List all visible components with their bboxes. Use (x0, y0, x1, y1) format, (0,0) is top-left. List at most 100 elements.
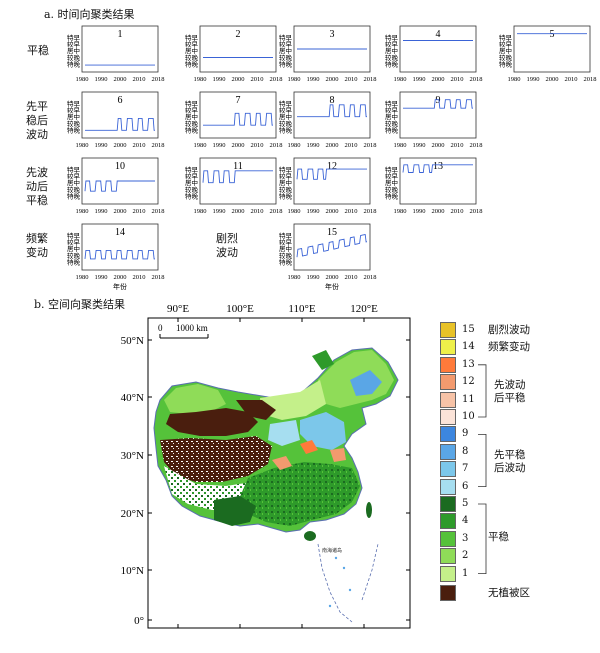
mini-y-label: 较早 (279, 40, 293, 49)
mini-y-label: 较晚 (499, 53, 513, 62)
group-label-fluctuate-then-stable: 先波动后平稳 (26, 166, 48, 207)
mini-y-label: 居中 (385, 46, 398, 55)
legend-swatch-15 (440, 322, 456, 338)
legend-class-8: 8 (462, 445, 469, 457)
mini-series-line-10 (84, 180, 155, 192)
legend-class-9: 9 (462, 428, 469, 440)
mini-y-label: 特晚 (499, 59, 513, 68)
legend-group-drastic: 剧烈波动 (488, 324, 530, 336)
region-taiwan (366, 502, 372, 518)
longitude-ticks: 90°E 100°E 110°E 120°E (167, 303, 378, 628)
legend-swatch-12 (440, 374, 456, 391)
mini-x-tick: 2000 (232, 142, 245, 149)
mini-x-tick: 2010 (451, 76, 464, 83)
mini-chart-id: 9 (436, 95, 441, 106)
mini-chart-id: 13 (433, 161, 443, 172)
mini-x-tick: 1980 (288, 274, 301, 281)
mini-x-tick: 1990 (307, 76, 320, 83)
mini-y-label: 较晚 (185, 119, 199, 128)
legend-swatch-4 (440, 513, 456, 530)
legend-swatch-7 (440, 461, 456, 478)
latitude-tick-label: 30°N (121, 450, 144, 462)
mini-x-tick: 2010 (451, 208, 464, 215)
mini-series-line-7 (203, 112, 273, 126)
group-label-drastic: 剧烈波动 (216, 232, 238, 259)
mini-x-tick: 1990 (413, 76, 426, 83)
mini-chart-id: 2 (236, 29, 241, 40)
mini-y-label: 特晚 (385, 59, 399, 68)
mini-y-label: 较晚 (279, 119, 293, 128)
mini-x-tick: 2018 (584, 76, 597, 83)
mini-y-label: 特早 (185, 33, 199, 42)
mini-y-label: 较晚 (67, 251, 81, 260)
mini-x-tick: 2000 (432, 208, 445, 215)
mini-x-tick: 2000 (326, 208, 339, 215)
latitude-tick-label: 0° (134, 615, 144, 627)
mini-y-label: 较晚 (279, 185, 293, 194)
region-northeast-blue (350, 370, 382, 396)
mini-y-label: 特晚 (385, 191, 399, 200)
legend-bracket (478, 503, 487, 574)
mini-x-tick: 1990 (307, 142, 320, 149)
mini-y-label: 特晚 (185, 59, 199, 68)
inset-label-south-sea: 南海诸岛 (322, 547, 342, 554)
region-south-china (236, 462, 360, 526)
mini-chart-15: 特早 较早 居中 较晚 特晚 1980 1990 2000 2010 2018 15 年份 (268, 220, 377, 296)
mini-x-tick: 1990 (413, 208, 426, 215)
mini-y-label: 特早 (279, 231, 293, 240)
south-sea-boundary (317, 543, 379, 623)
mini-x-tick: 2000 (326, 274, 339, 281)
mini-chart-id: 7 (236, 95, 241, 106)
legend-group-fluct_stable: 先波动后平稳 (494, 379, 526, 405)
legend-class-3: 3 (462, 532, 469, 544)
mini-x-tick: 2018 (364, 76, 377, 83)
mini-y-label: 特晚 (279, 191, 293, 200)
mini-x-tick: 1990 (95, 208, 108, 215)
mini-series-line-11 (202, 170, 273, 184)
region-loess (268, 420, 300, 446)
mini-y-label: 较晚 (385, 185, 399, 194)
mini-y-label: 特晚 (279, 125, 293, 134)
mini-x-tick: 2000 (114, 208, 127, 215)
mini-x-tick: 1990 (307, 274, 320, 281)
mini-y-label: 居中 (185, 46, 198, 55)
mini-chart-id: 12 (327, 161, 337, 172)
mini-y-label: 居中 (185, 112, 198, 121)
mini-x-axis-label: 年份 (325, 282, 339, 291)
mini-y-label: 居中 (499, 46, 512, 55)
mini-chart-frame (399, 157, 477, 205)
mini-chart-8: 特早 较早 居中 较晚 特晚 1980 1990 2000 2010 2018 8 (268, 88, 377, 164)
mini-x-tick: 2000 (232, 76, 245, 83)
mini-chart-id: 4 (436, 29, 441, 40)
legend-class-6: 6 (462, 480, 469, 492)
legend-swatch-nonveg (440, 585, 456, 601)
latitude-tick-label: 20°N (121, 508, 144, 520)
mini-y-label: 居中 (279, 112, 292, 121)
mini-x-tick: 1980 (76, 76, 89, 83)
mini-x-tick: 2010 (133, 142, 146, 149)
mini-chart-id: 15 (327, 227, 337, 238)
mini-y-label: 特早 (279, 33, 293, 42)
legend-swatch-6 (440, 478, 456, 495)
mini-x-tick: 1980 (394, 208, 407, 215)
mini-x-tick: 1990 (527, 76, 540, 83)
mini-x-tick: 2010 (133, 76, 146, 83)
mini-chart-id: 11 (233, 161, 243, 172)
mini-x-tick: 1980 (288, 76, 301, 83)
mini-x-tick: 2010 (345, 142, 358, 149)
mini-x-tick: 1980 (288, 208, 301, 215)
legend-class-2: 2 (462, 550, 469, 562)
region-no-vegetation-tarim (166, 408, 258, 436)
mini-x-tick: 2018 (364, 274, 377, 281)
legend-group-frequent: 频繁变动 (488, 341, 530, 354)
region-sichuan-orange (272, 456, 292, 470)
mini-y-label: 特早 (385, 99, 399, 108)
mini-chart-frame (293, 157, 371, 205)
mini-x-tick: 1990 (307, 208, 320, 215)
legend-class-1: 1 (462, 567, 469, 579)
mini-chart-9: 特早 较早 居中 较晚 特晚 1980 1990 2000 2010 2018 9 (374, 88, 483, 164)
region-tibet-plateau (160, 436, 272, 482)
